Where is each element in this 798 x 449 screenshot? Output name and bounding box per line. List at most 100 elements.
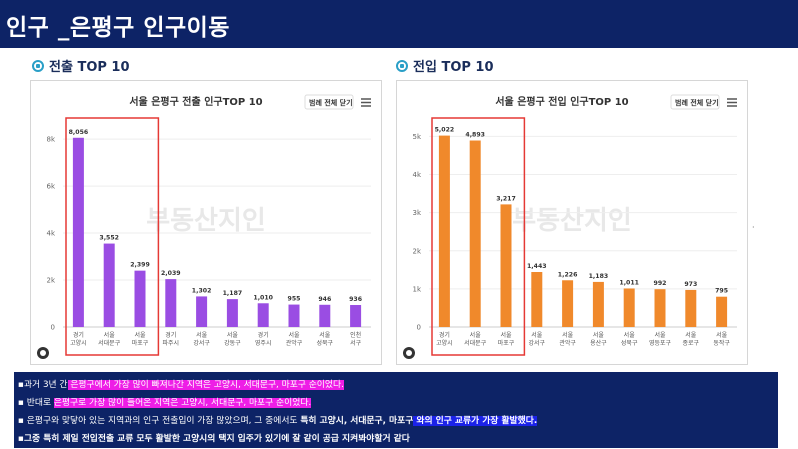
data-label: 3,217 xyxy=(496,195,516,202)
x-tick-label: 서울 xyxy=(104,331,116,339)
x-tick-label: 서울 xyxy=(196,331,208,339)
legend-toggle-label: 범례 전체 닫기 xyxy=(675,98,719,107)
bar xyxy=(72,137,84,327)
bar xyxy=(500,204,512,327)
legend-toggle-button xyxy=(670,94,720,110)
page-title: 인구 _은평구 인구이동 xyxy=(6,15,230,41)
x-tick-label: 성북구 xyxy=(621,339,638,347)
x-tick-label: 서울 xyxy=(716,331,728,339)
x-tick-label: 서울 xyxy=(227,331,239,339)
legend-toggle-label: 범례 전체 닫기 xyxy=(309,98,353,107)
x-tick-label: 서울 xyxy=(470,331,482,339)
chart-title: 서울 은평구 전출 인구TOP 10 xyxy=(129,95,262,108)
y-tick-label: 6k xyxy=(46,183,55,191)
bar xyxy=(257,303,269,327)
summary-line-3-blue: 와의 인구 교류가 가장 활발했다. xyxy=(413,416,538,426)
summary-line-2-highlight: 은평구로 가장 많이 들어온 지역은 고양시, 서대문구, 마포구 순이었다. xyxy=(53,398,312,408)
summary-line-1-prefix: ▪과거 3년 간 xyxy=(18,380,68,390)
data-label: 946 xyxy=(318,296,331,303)
decor-dot: · xyxy=(752,223,755,232)
bar xyxy=(685,289,697,327)
bar xyxy=(134,270,146,327)
y-tick-label: 2k xyxy=(412,247,421,255)
summary-line-2: ▪ 반대로 은평구로 가장 많이 들어온 지역은 고양시, 서대문구, 마포구 … xyxy=(18,395,312,408)
data-label: 1,302 xyxy=(192,287,212,294)
bar xyxy=(469,140,481,327)
bar xyxy=(716,296,728,327)
x-tick-label: 경기 xyxy=(258,331,269,339)
section-label-out: 전출 TOP 10 xyxy=(49,60,130,75)
y-tick-label: 0 xyxy=(417,324,421,332)
home-icon xyxy=(32,59,44,72)
x-tick-label: 종로구 xyxy=(683,340,700,347)
x-tick-label: 서울 xyxy=(288,331,300,339)
data-label: 936 xyxy=(349,296,362,303)
x-tick-label: 관악구 xyxy=(559,339,576,347)
x-tick-label: 서울 xyxy=(654,331,666,339)
bar xyxy=(165,279,177,327)
x-tick-label: 영등포구 xyxy=(649,339,672,347)
chart-in-top10: 서울 은평구 전입 인구TOP 10 범례 전체 닫기 부동산지인 0 1k 2k 3k 4k… xyxy=(396,80,748,365)
bar xyxy=(654,289,666,327)
x-tick-label: 강동구 xyxy=(224,339,241,347)
bar xyxy=(196,296,208,327)
x-tick-label: 파주시 xyxy=(163,339,180,347)
data-label: 795 xyxy=(715,288,728,295)
summary-box: ▪과거 3년 간 은평구에서 가장 많이 빠져나간 지역은 고양시, 서대문구,… xyxy=(14,372,778,448)
summary-line-1: ▪과거 3년 간 은평구에서 가장 많이 빠져나간 지역은 고양시, 서대문구,… xyxy=(18,377,344,390)
watermark-logo: 부동산지인 xyxy=(512,206,632,236)
section-heading-out: 전출 TOP 10 xyxy=(32,56,130,75)
section-label-in: 전입 TOP 10 xyxy=(413,60,494,75)
x-tick-label: 서울 xyxy=(685,331,697,339)
data-label: 955 xyxy=(288,296,301,303)
x-tick-label: 경기 xyxy=(165,331,176,339)
x-tick-label: 용산구 xyxy=(590,339,607,347)
highlight-box xyxy=(65,117,160,356)
y-tick-label: 4k xyxy=(412,171,421,179)
x-tick-label: 서울 xyxy=(134,331,146,339)
x-tick-label: 서구 xyxy=(350,339,362,347)
summary-line-2-prefix: ▪ 반대로 xyxy=(18,398,54,408)
data-label: 2,039 xyxy=(161,270,181,277)
x-tick-label: 서울 xyxy=(593,331,605,339)
y-tick-label: 0 xyxy=(51,324,55,332)
header-bar: 인구 _은평구 인구이동 xyxy=(0,0,798,48)
y-tick-label: 4k xyxy=(46,230,55,238)
watermark-logo: 부동산지인 xyxy=(146,206,266,236)
summary-line-4: ▪그중 특히 제일 전입전출 교류 모두 활발한 고양시의 택지 입주가 있기에… xyxy=(18,434,410,444)
bar xyxy=(592,281,604,327)
data-label: 1,183 xyxy=(589,273,609,280)
x-tick-label: 서대문구 xyxy=(98,339,121,347)
x-tick-label: 서울 xyxy=(319,331,331,339)
data-label: 992 xyxy=(654,280,667,287)
x-tick-label: 강서구 xyxy=(529,339,546,347)
y-tick-label: 5k xyxy=(412,133,421,141)
x-tick-label: 관악구 xyxy=(286,339,303,347)
x-tick-label: 서울 xyxy=(624,331,636,339)
bar xyxy=(623,288,635,327)
data-label: 2,399 xyxy=(130,262,150,269)
chart-title: 서울 은평구 전입 인구TOP 10 xyxy=(495,95,628,108)
bar xyxy=(226,299,238,327)
data-label: 8,056 xyxy=(69,129,89,136)
x-tick-label: 서대문구 xyxy=(464,339,487,347)
x-tick-label: 경기 xyxy=(439,331,450,339)
data-label: 1,011 xyxy=(619,279,639,286)
x-tick-label: 인천 xyxy=(350,331,361,339)
x-tick-label: 서울 xyxy=(500,331,512,339)
chart-out-top10: 서울 은평구 전출 인구TOP 10 범례 전체 닫기 부동산지인 0 2k 4k 6k 8k… xyxy=(30,80,382,365)
bar xyxy=(531,272,543,327)
data-label: 1,010 xyxy=(253,294,273,301)
data-label: 4,893 xyxy=(465,132,485,139)
data-label: 5,022 xyxy=(435,127,455,134)
logo-icon xyxy=(40,350,46,356)
y-tick-label: 3k xyxy=(412,209,421,217)
bar xyxy=(350,305,362,327)
summary-line-3-bold: 특히 고양시, 서대문구, 마포구 xyxy=(300,416,414,426)
data-label: 3,552 xyxy=(99,235,119,242)
y-tick-label: 2k xyxy=(46,277,55,285)
x-tick-label: 경기 xyxy=(73,331,84,339)
data-label: 1,443 xyxy=(527,263,547,270)
x-tick-label: 고양시 xyxy=(436,339,453,347)
